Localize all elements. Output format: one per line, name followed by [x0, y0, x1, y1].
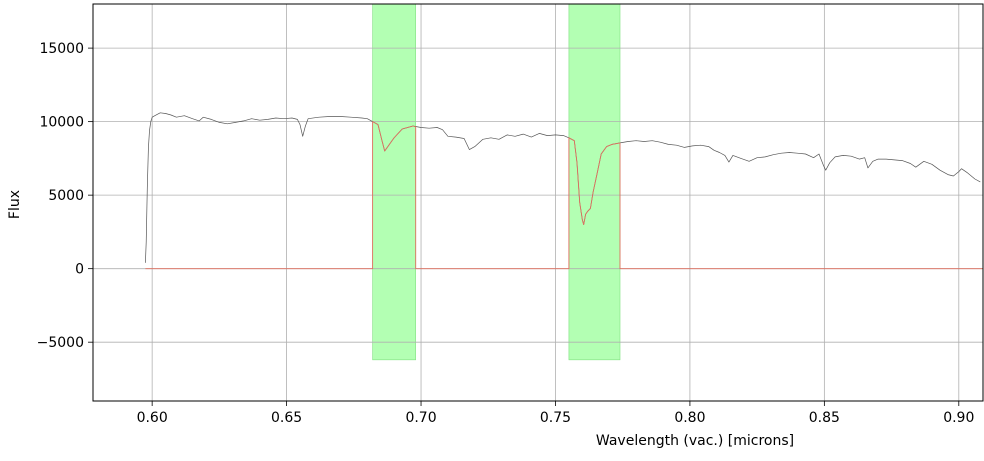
spectrum-line: [145, 112, 981, 263]
y-tick-label: 15000: [39, 41, 84, 57]
data-series: [145, 112, 983, 270]
shaded-region-1: [372, 3, 416, 361]
model-line: [145, 121, 983, 270]
x-tick-label: 0.70: [405, 410, 436, 426]
y-tick-label: −5000: [37, 335, 84, 351]
y-axis-label: Flux: [7, 190, 23, 219]
y-tick-label: 0: [75, 262, 84, 278]
x-tick-label: 0.85: [809, 410, 840, 426]
plot-frame: [92, 3, 984, 402]
x-tick-label: 0.80: [674, 410, 705, 426]
y-tick-label: 10000: [39, 115, 84, 131]
grid-lines: [93, 4, 983, 401]
axis-ticks: 0.60 0.65 0.70 0.75 0.80 0.85 0.90 −5000 0 5000 10…: [37, 41, 975, 426]
shaded-region-2: [568, 3, 621, 361]
x-tick-label: 0.90: [943, 410, 974, 426]
x-tick-label: 0.75: [540, 410, 571, 426]
shaded-regions: [372, 3, 621, 361]
x-tick-label: 0.60: [137, 410, 168, 426]
x-axis-label: Wavelength (vac.) [microns]: [596, 433, 794, 449]
x-tick-label: 0.65: [271, 410, 302, 426]
y-tick-label: 5000: [48, 188, 84, 204]
